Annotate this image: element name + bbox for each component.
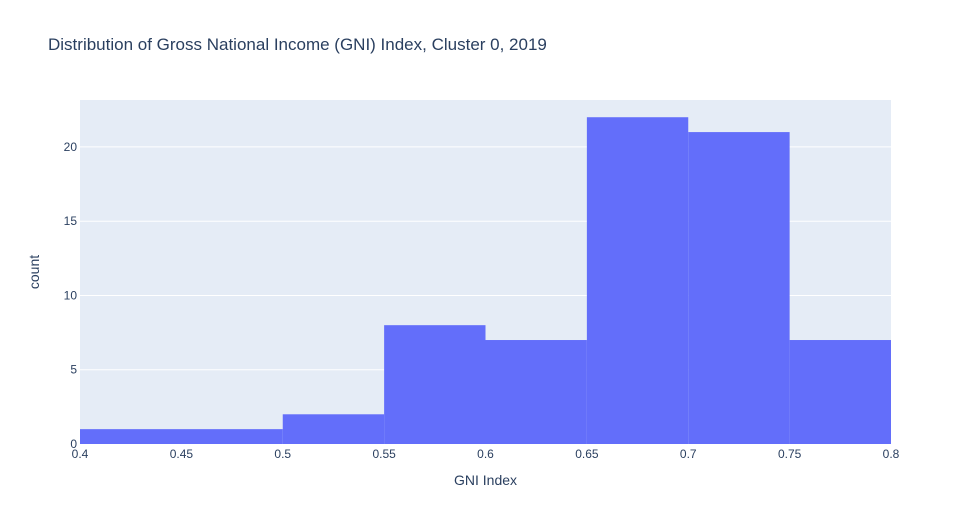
x-tick-label: 0.75 — [778, 447, 802, 461]
y-tick-label: 10 — [64, 288, 78, 302]
histogram-bar — [688, 132, 790, 445]
y-tick-label: 5 — [70, 363, 77, 377]
histogram-bar — [282, 414, 385, 444]
histogram-bar — [485, 340, 587, 444]
y-tick-label: 15 — [64, 214, 78, 228]
x-tick-label: 0.7 — [680, 447, 697, 461]
y-axis-ticks: 0 5 10 15 20 — [64, 140, 78, 451]
chart-title: Distribution of Gross National Income (G… — [48, 35, 547, 54]
x-axis-title: GNI Index — [454, 472, 517, 488]
x-tick-label: 0.5 — [274, 447, 291, 461]
bars — [80, 117, 891, 445]
x-tick-label: 0.8 — [883, 447, 900, 461]
histogram-bar — [80, 429, 283, 444]
histogram-bar — [789, 340, 891, 444]
x-axis-ticks: 0.4 0.45 0.5 0.55 0.6 0.65 0.7 0.75 0.8 — [72, 447, 900, 461]
x-tick-label: 0.4 — [72, 447, 89, 461]
y-axis-title: count — [26, 255, 42, 289]
y-tick-label: 20 — [64, 140, 78, 154]
y-tick-label: 0 — [70, 437, 77, 451]
x-tick-label: 0.65 — [575, 447, 599, 461]
histogram-bar — [586, 117, 689, 444]
x-tick-label: 0.45 — [170, 447, 194, 461]
x-tick-label: 0.6 — [477, 447, 494, 461]
x-tick-label: 0.55 — [372, 447, 396, 461]
histogram-bar — [384, 325, 486, 444]
